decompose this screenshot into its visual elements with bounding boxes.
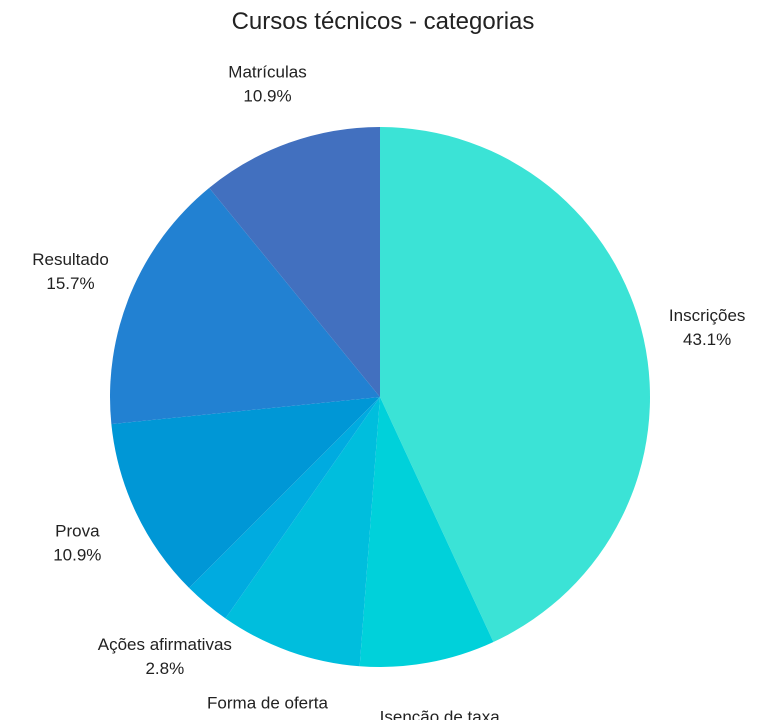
- pie-slice-prova: [111, 397, 381, 588]
- slice-value-acoes-afirmativas: 2.8%: [145, 659, 184, 678]
- slice-label-forma-de-oferta: Forma de oferta: [207, 694, 328, 713]
- slice-value-inscricoes: 43.1%: [683, 330, 731, 349]
- pie-slice-forma-de-oferta: [225, 397, 380, 667]
- slice-value-prova: 10.9%: [53, 546, 101, 565]
- slice-label-resultado: Resultado: [32, 250, 109, 269]
- pie-slice-acoes-afirmativas: [189, 397, 380, 619]
- slice-label-matriculas: Matrículas: [228, 62, 306, 81]
- slice-value-resultado: 15.7%: [46, 274, 94, 293]
- pie-slice-resultado: [110, 187, 381, 425]
- slice-label-inscricoes: Inscrições: [669, 306, 746, 325]
- pie-slices: [110, 127, 651, 667]
- chart-title: Cursos técnicos - categorias: [231, 8, 535, 35]
- pie-slice-inscricoes: [380, 127, 651, 643]
- pie-slice-isencao-de-taxa: [359, 397, 494, 667]
- pie-slice-matriculas: [209, 127, 380, 397]
- slice-label-isencao-de-taxa: Isenção de taxa: [380, 708, 501, 720]
- slice-label-prova: Prova: [55, 522, 100, 541]
- slice-value-matriculas: 10.9%: [243, 86, 291, 105]
- slice-label-acoes-afirmativas: Ações afirmativas: [98, 635, 232, 654]
- slice-value-forma-de-oferta: 8.5%: [248, 718, 287, 720]
